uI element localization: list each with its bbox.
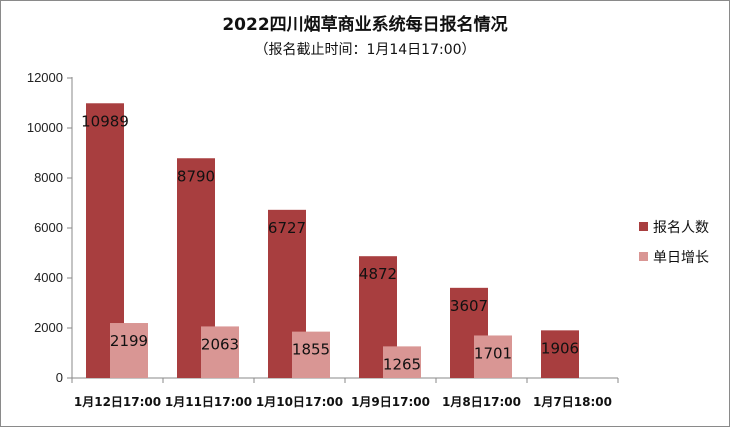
bar-registrations — [541, 330, 579, 378]
data-label: 2063 — [201, 335, 239, 353]
legend-swatch — [639, 252, 648, 261]
data-labels: 10989 2199 8790 2063 6727 1855 4872 1265 3607 170… — [81, 112, 579, 373]
data-label: 8790 — [177, 167, 215, 185]
x-category-label: 1月12日17:00 — [74, 395, 161, 409]
y-tick-label: 4000 — [34, 270, 63, 285]
y-axis-ticks: 0 2000 4000 6000 8000 10000 12000 — [27, 70, 72, 385]
legend-label: 单日增长 — [653, 250, 709, 266]
x-axis-ticks: 1月12日17:00 1月11日17:00 1月10日17:00 1月9日17:00 1… — [71, 378, 619, 409]
data-label: 2199 — [110, 332, 148, 350]
data-label: 10989 — [81, 112, 129, 130]
chart-title: 2022四川烟草商业系统每日报名情况 — [222, 14, 507, 35]
bar-daily-growth — [110, 323, 148, 378]
data-label: 6727 — [268, 219, 306, 237]
chart-subtitle: （报名截止时间：1月14日17:00） — [254, 42, 475, 58]
bar-daily-growth — [383, 346, 421, 378]
y-tick-label: 2000 — [34, 320, 63, 335]
data-label: 1265 — [383, 355, 421, 373]
data-label: 1906 — [541, 339, 579, 357]
bar-marks — [86, 103, 579, 379]
x-category-label: 1月7日18:00 — [533, 395, 612, 409]
x-category-label: 1月9日17:00 — [351, 395, 430, 409]
data-label: 3607 — [450, 297, 488, 315]
x-category-label: 1月8日17:00 — [442, 395, 521, 409]
y-tick-label: 8000 — [34, 170, 63, 185]
data-label: 1855 — [292, 341, 330, 359]
bar-daily-growth — [474, 335, 512, 378]
y-tick-label: 0 — [56, 370, 63, 385]
data-label: 1701 — [474, 344, 512, 362]
x-category-label: 1月11日17:00 — [165, 395, 252, 409]
legend-label: 报名人数 — [653, 220, 709, 236]
data-label: 4872 — [359, 265, 397, 283]
bar-daily-growth — [201, 326, 239, 378]
y-tick-label: 12000 — [27, 70, 63, 85]
y-tick-label: 6000 — [34, 220, 63, 235]
y-tick-label: 10000 — [27, 120, 63, 135]
bar-daily-growth — [292, 331, 330, 378]
legend-swatch — [639, 222, 648, 231]
x-category-label: 1月10日17:00 — [256, 395, 343, 409]
